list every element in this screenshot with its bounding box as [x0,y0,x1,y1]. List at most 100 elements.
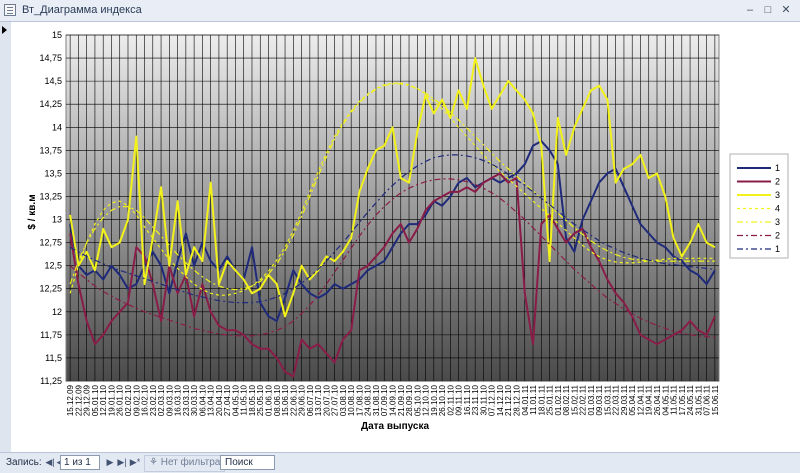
x-tick-label: 22.02.11 [579,384,588,415]
minimize-icon[interactable]: – [746,4,754,16]
x-tick-label: 29.06.10 [298,384,307,416]
x-tick-label: 23.11.10 [471,384,480,415]
x-tick-label: 19.10.10 [430,384,439,416]
search-input[interactable]: Поиск [220,455,275,470]
x-tick-label: 17.08.10 [355,384,364,416]
chart-legend: 1 2 3 4 3 2 1 [737,163,780,254]
x-tick-label: 19.01.10 [107,384,116,416]
x-tick-label: 01.02.11 [554,384,563,415]
x-tick-label: 20.07.10 [322,384,331,416]
chart-area: 11,25 11,5 11,75 12 12,25 12,5 12,75 13 13,25 13,… [11,22,800,452]
previous-record-button[interactable]: ◀ [54,456,66,469]
legend-entry: 3 [775,190,780,200]
last-record-button[interactable]: ▶| [117,457,127,467]
y-tick-label: 14 [52,122,62,132]
y-axis: 11,25 11,5 11,75 12 12,25 12,5 12,75 13 13,25 13,… [39,30,62,386]
x-tick-label: 22.12.09 [74,384,83,416]
x-tick-label: 15.02.11 [570,384,579,415]
x-tick-label: 27.04.10 [223,384,232,416]
x-tick-label: 04.05.10 [231,384,240,416]
index-line-chart: 11,2511,511,751212,2512,512,751313,2513,… [27,30,789,432]
y-tick-label: 12,25 [39,284,62,294]
x-tick-label: 02.02.10 [124,384,133,416]
x-tick-label: 21.09.10 [397,384,406,416]
legend-entry: 4 [775,204,780,214]
y-axis-title: $ / кв.м [27,194,38,229]
y-tick-label: 12 [52,307,62,317]
x-tick-label: 07.09.10 [380,384,389,416]
filter-status-button[interactable]: ⚘ Нет фильтра [144,455,226,472]
x-tick-label: 15.12.09 [66,384,75,416]
legend-entry: 2 [775,177,780,187]
x-tick-label: 06.07.10 [306,384,315,416]
y-tick-label: 14,25 [39,99,62,109]
chart-series [69,57,716,378]
maximize-icon[interactable]: □ [764,4,772,16]
x-axis: 15.12.09 22.12.09 29.12.09 05.01.10 12.01.10… [66,384,720,416]
x-tick-label: 16.11.10 [463,384,472,415]
y-tick-label: 15 [52,30,62,40]
x-tick-label: 16.03.10 [174,384,183,416]
legend-entry: 3 [775,217,780,227]
x-tick-label: 29.12.09 [83,384,92,416]
x-tick-label: 25.01.11 [546,384,555,415]
x-tick-label: 04.05.11 [661,384,670,415]
y-tick-label: 11,25 [40,376,62,386]
x-tick-label: 29.03.11 [620,384,629,415]
x-tick-label: 06.04.10 [198,384,207,416]
x-tick-label: 15.06.10 [281,384,290,416]
x-tick-label: 01.06.10 [265,384,274,416]
title-bar: Вт_Диаграмма индекса – □ ✕ [0,0,800,22]
x-tick-label: 11.01.11 [529,384,538,415]
series-line-5 [69,83,715,291]
x-tick-label: 16.02.10 [141,384,150,416]
x-axis-title: Дата выпуска [361,421,430,432]
filter-icon: ⚘ [149,457,161,468]
x-tick-label: 07.12.10 [488,384,497,416]
x-tick-label: 08.02.11 [562,384,571,415]
x-tick-label: 09.03.11 [595,384,604,415]
y-tick-label: 11,75 [40,330,62,340]
x-tick-label: 23.03.10 [182,384,191,416]
y-tick-label: 13 [52,215,62,225]
new-record-button[interactable]: ▶* [129,457,141,467]
legend-entry: 1 [775,244,780,254]
x-tick-label: 09.11.10 [455,384,464,415]
x-tick-label: 31.05.11 [694,384,703,415]
x-tick-label: 02.11.10 [446,384,455,415]
first-record-button[interactable]: ◀| [45,457,55,467]
x-tick-label: 12.01.10 [99,384,108,416]
x-tick-label: 13.04.10 [207,384,216,416]
filter-label: Нет фильтра [160,457,221,468]
x-tick-label: 27.07.10 [331,384,340,416]
x-tick-label: 15.06.11 [711,384,720,415]
x-tick-label: 30.03.10 [190,384,199,416]
legend-box [729,153,789,259]
x-tick-label: 18.01.11 [537,384,546,415]
x-tick-label: 11.05.10 [240,384,249,415]
y-tick-label: 12,75 [39,238,62,248]
record-position-field[interactable]: 1 из 1 [60,455,100,470]
x-tick-label: 02.03.10 [157,384,166,416]
x-tick-label: 28.12.10 [512,384,521,416]
x-tick-label: 28.09.10 [405,384,414,416]
x-tick-label: 12.04.11 [636,384,645,415]
y-tick-label: 14,5 [44,76,62,86]
x-tick-label: 09.02.10 [132,384,141,416]
x-tick-label: 23.02.10 [149,384,158,416]
x-tick-label: 05.10.10 [413,384,422,416]
x-tick-label: 17.05.11 [678,384,687,415]
x-tick-label: 14.09.10 [389,384,398,416]
next-record-button[interactable]: ▶ [106,457,114,467]
x-tick-label: 05.01.10 [91,384,100,416]
y-tick-label: 13,5 [44,168,62,178]
close-icon[interactable]: ✕ [781,4,791,16]
x-tick-label: 04.01.11 [521,384,530,415]
series-line-3 [69,57,716,318]
x-tick-label: 25.05.10 [256,384,265,416]
x-tick-label: 14.12.10 [496,384,505,416]
form-icon [4,4,16,16]
x-tick-label: 13.07.10 [314,384,323,416]
series-line-4 [69,82,715,296]
x-tick-label: 22.03.11 [612,384,621,415]
